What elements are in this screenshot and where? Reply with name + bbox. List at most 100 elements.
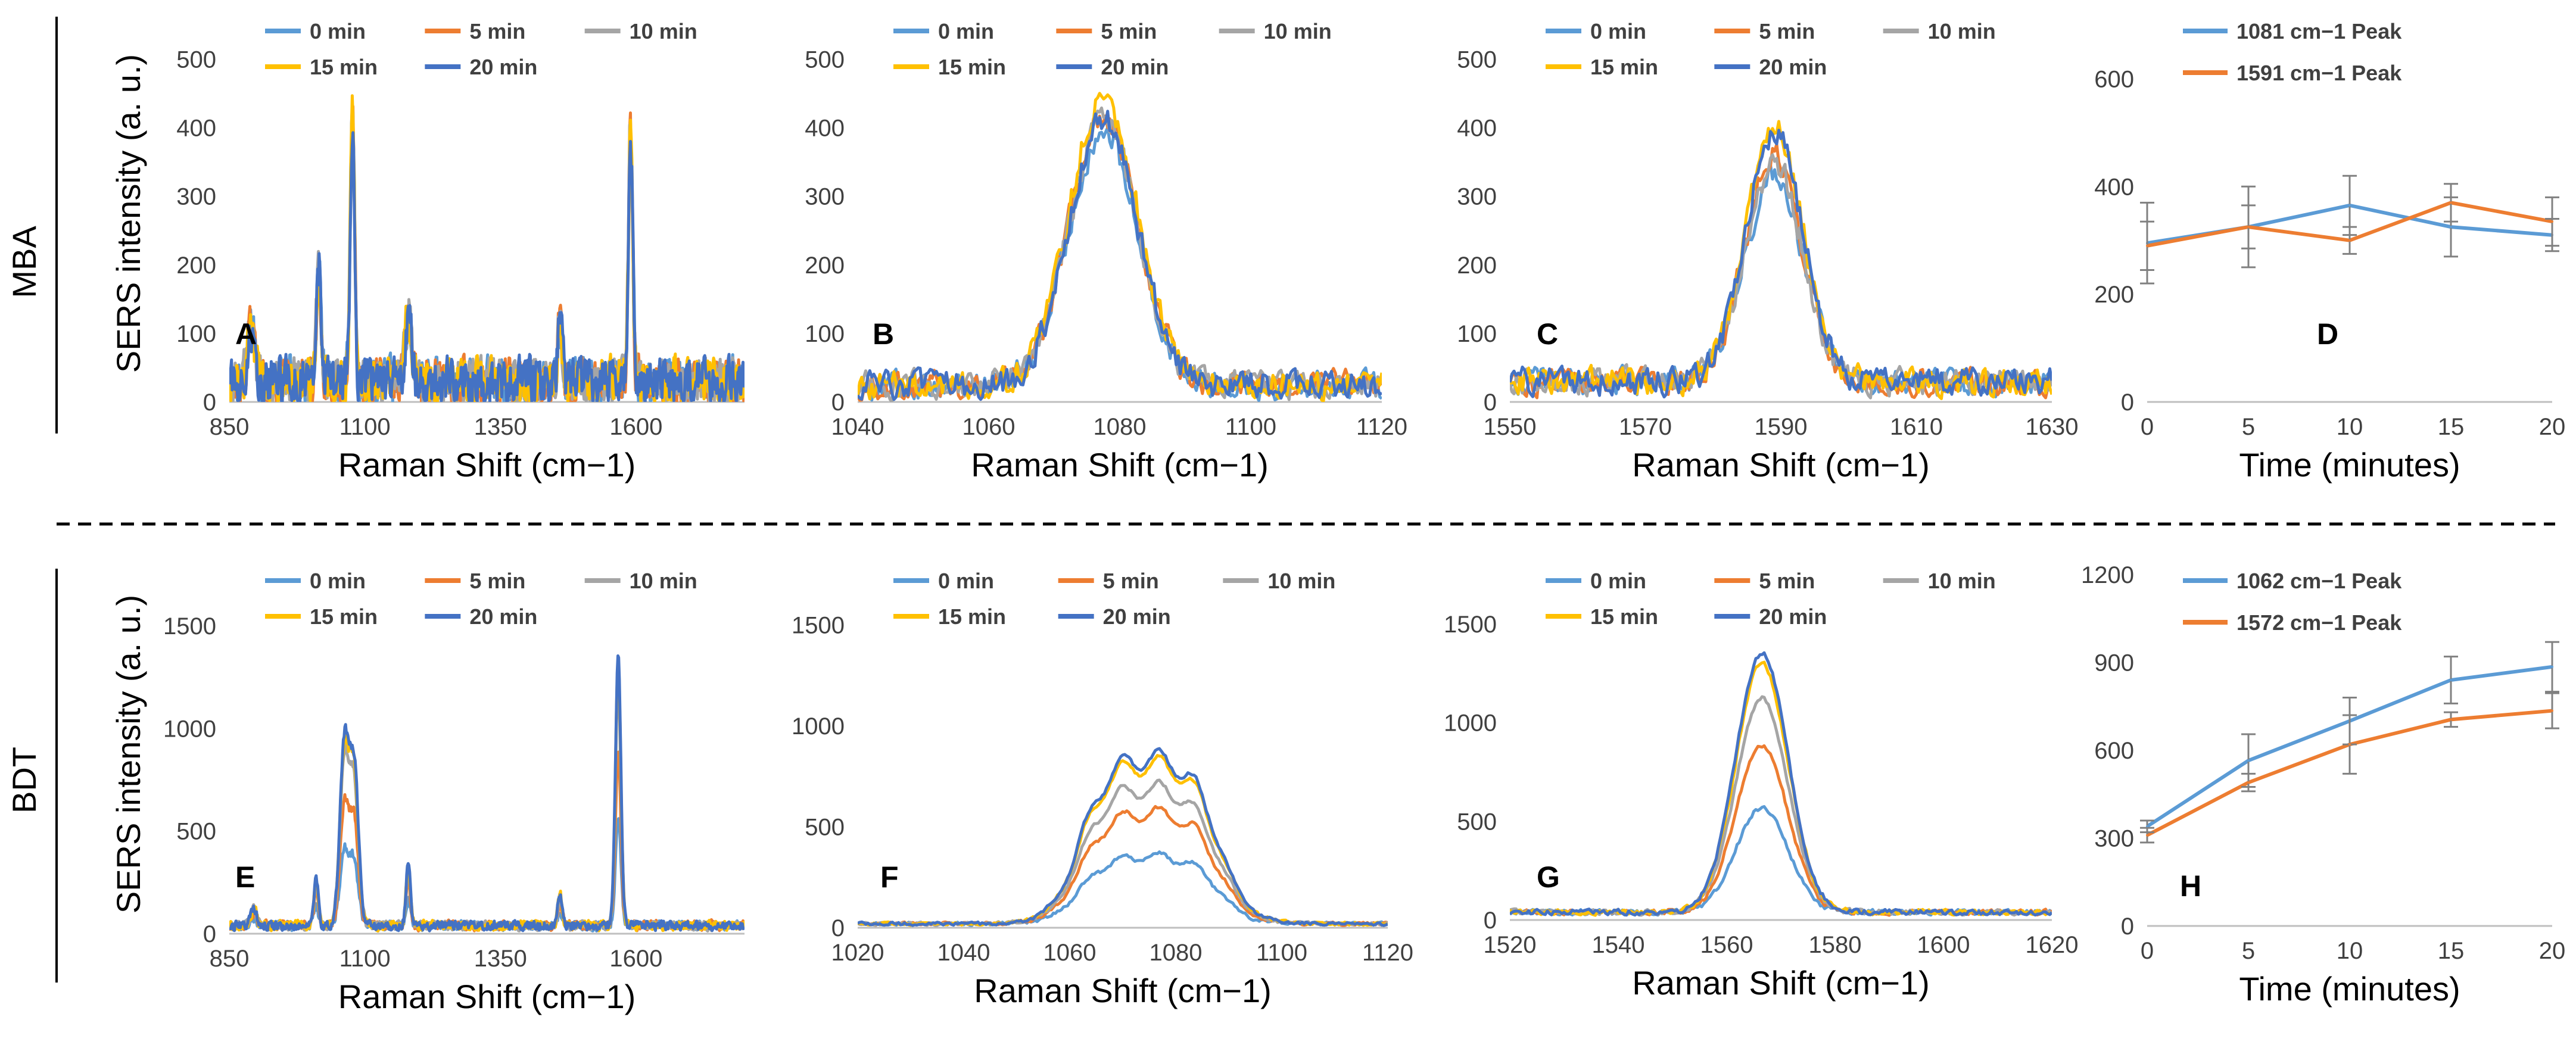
y-tick-label: 0 — [2121, 913, 2134, 940]
panel-a: 0 100 200 300 400 500 850 1100 1350 1600 Raman Shi… — [110, 19, 745, 484]
legend-label: 20 min — [469, 604, 537, 629]
plot-area — [229, 94, 745, 402]
x-tick-label: 5 — [2242, 414, 2255, 440]
x-axis-label: Time (minutes) — [2239, 970, 2460, 1008]
series-line — [1510, 153, 2052, 400]
data-point — [2450, 718, 2452, 721]
legend-label: 5 min — [1101, 19, 1157, 43]
x-tick-label: 1620 — [2026, 932, 2079, 958]
panel-e: 0 500 1000 1500 850 1100 1350 1600 Raman Shift (… — [110, 569, 745, 1015]
x-tick-label: 1590 — [1755, 414, 1808, 440]
x-tick-label: 1100 — [339, 414, 391, 440]
y-tick-label: 300 — [805, 184, 845, 210]
x-tick-label: 1520 — [1484, 932, 1537, 958]
legend-label: 20 min — [1759, 55, 1827, 79]
x-tick-label: 1600 — [1917, 932, 1970, 958]
x-tick-label: 1630 — [2026, 414, 2079, 440]
x-tick-label: 15 — [2438, 938, 2465, 964]
data-point — [2551, 709, 2553, 712]
y-tick-label: 1000 — [792, 713, 845, 740]
y-tick-label: 100 — [805, 321, 845, 347]
data-point — [2247, 781, 2250, 784]
series-line — [229, 817, 745, 933]
x-tick-label: 1570 — [1619, 414, 1672, 440]
legend-label: 0 min — [310, 19, 366, 43]
panel-g: 0 500 1000 1500 1520 1540 1560 1580 1600 1620 Rama… — [1444, 569, 2078, 1002]
series-line — [1510, 651, 2052, 917]
x-tick-label: 10 — [2337, 414, 2363, 440]
series-line — [1510, 163, 2052, 398]
x-tick-label: 1580 — [1809, 932, 1862, 958]
legend-label: 20 min — [1103, 604, 1171, 629]
y-axis-label: SERS intensity (a. u.) — [110, 595, 147, 913]
data-point — [2450, 679, 2452, 681]
x-tick-label: 20 — [2539, 414, 2566, 440]
x-tick-label: 1060 — [963, 414, 1016, 440]
y-tick-label: 0 — [203, 921, 216, 947]
x-axis-label: Raman Shift (cm−1) — [971, 446, 1269, 484]
series-line — [1510, 142, 2052, 400]
y-tick-label: 900 — [2094, 650, 2134, 676]
legend-label: 0 min — [1590, 569, 1646, 593]
panel-label: B — [873, 317, 894, 351]
plot-area — [229, 654, 745, 933]
y-tick-label: 500 — [1457, 809, 1497, 835]
x-tick-label: 1350 — [474, 414, 527, 440]
panel-label: E — [235, 860, 255, 894]
x-tick-label: 1100 — [1225, 414, 1276, 440]
y-tick-label: 400 — [2094, 174, 2134, 200]
series-line — [229, 663, 745, 933]
x-tick-label: 1040 — [831, 414, 884, 440]
legend-label: 15 min — [938, 55, 1006, 79]
legend-label: 20 min — [1101, 55, 1169, 79]
y-tick-label: 0 — [831, 389, 845, 416]
y-tick-label: 500 — [1457, 47, 1497, 73]
legend-label: 1572 cm−1 Peak — [2237, 610, 2402, 635]
series-line — [229, 682, 745, 933]
series-line — [858, 126, 1382, 402]
legend-label: 20 min — [1759, 604, 1827, 629]
x-tick-label: 1540 — [1592, 932, 1645, 958]
series-line — [858, 754, 1388, 927]
series-line — [229, 131, 745, 402]
legend-label: 15 min — [1590, 55, 1658, 79]
legend-label: 5 min — [1759, 569, 1815, 593]
x-tick-label: 1080 — [1150, 940, 1203, 966]
x-tick-label: 1600 — [609, 414, 662, 440]
x-tick-label: 1100 — [1256, 940, 1307, 966]
panel-f: 0 500 1000 1500 1020 1040 1060 1080 1100 1120 Rama… — [792, 569, 1413, 1009]
x-tick-label: 1060 — [1044, 940, 1097, 966]
row-label-mba: MBA — [5, 226, 43, 298]
y-tick-label: 600 — [2094, 66, 2134, 92]
y-tick-label: 300 — [2094, 826, 2134, 852]
data-point — [2551, 220, 2553, 223]
x-tick-label: 0 — [2141, 414, 2154, 440]
panel-c: 0 100 200 300 400 500 1550 1570 1590 1610 1630 Rama… — [1457, 19, 2078, 484]
series-line — [1510, 129, 2052, 399]
x-tick-label: 1080 — [1094, 414, 1147, 440]
y-tick-label: 1000 — [1444, 710, 1497, 737]
figure-decorations: MBA BDT — [5, 17, 2555, 983]
legend-label: 10 min — [1928, 569, 1996, 593]
legend-label: 10 min — [630, 19, 697, 43]
data-point — [2450, 201, 2452, 204]
series-line — [858, 804, 1388, 927]
legend-label: 1081 cm−1 Peak — [2237, 19, 2402, 43]
panel-label: C — [1537, 317, 1558, 351]
panel-h: 0 300 600 900 1200 0 5 10 15 20 Time (minutes) 1062… — [2081, 562, 2565, 1008]
x-axis-label: Raman Shift (cm−1) — [1632, 446, 1930, 484]
y-tick-label: 0 — [1484, 389, 1497, 416]
legend-label: 10 min — [630, 569, 697, 593]
panel-label: G — [1537, 860, 1560, 894]
y-tick-label: 500 — [176, 819, 216, 845]
legend-label: 15 min — [310, 604, 378, 629]
data-point — [2146, 244, 2148, 247]
y-tick-label: 1500 — [792, 613, 845, 639]
x-tick-label: 1610 — [1890, 414, 1943, 440]
legend-label: 10 min — [1264, 19, 1332, 43]
x-tick-label: 0 — [2141, 938, 2154, 964]
series-line — [1510, 120, 2052, 400]
y-tick-label: 400 — [805, 116, 845, 142]
data-point — [2551, 665, 2553, 668]
